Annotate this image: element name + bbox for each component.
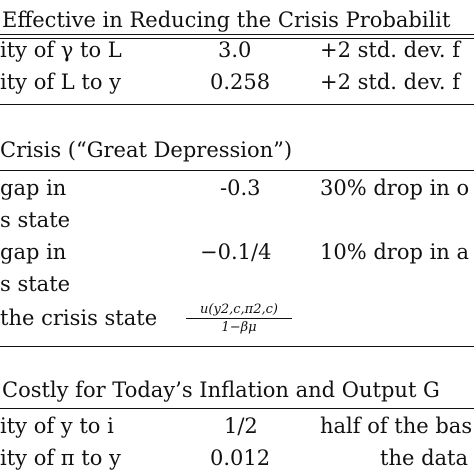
section-title-1: Effective in Reducing the Crisis Probabi… [2, 8, 451, 32]
row-6-param: ity of y to i [0, 414, 114, 438]
rule-1b [0, 38, 474, 39]
row-1-value: 3.0 [218, 38, 252, 62]
row-2-note: +2 std. dev. f [320, 70, 461, 94]
row-4-value: −0.1/4 [200, 240, 272, 264]
rule-2 [0, 104, 474, 105]
row-4-param: gap in [0, 240, 67, 264]
rule-3 [0, 170, 474, 171]
fraction-bar [186, 318, 292, 319]
section-title-2: Crisis (“Great Depression”) [0, 138, 293, 162]
row-6-value: 1/2 [224, 414, 258, 438]
row-7-value: 0.012 [210, 446, 271, 470]
row-3-note: 30% drop in o [320, 176, 470, 200]
row-5-param: the crisis state [0, 306, 158, 330]
row-3-param: gap in [0, 176, 67, 200]
rule-1a [0, 34, 474, 35]
row-1-note: +2 std. dev. f [320, 38, 461, 62]
fraction-denominator: 1−βμ [221, 320, 257, 335]
row-2-param: ity of L to y [0, 70, 122, 94]
row-5-value-fraction: u(y2,c,π2,c) 1−βμ [186, 302, 292, 335]
row-7-note: the data [380, 446, 468, 470]
rule-4 [0, 346, 474, 347]
row-1-param: ity of γ to L [0, 38, 122, 62]
row-4-note: 10% drop in a [320, 240, 470, 264]
fraction-numerator: u(y2,c,π2,c) [200, 302, 278, 317]
row-3-value: -0.3 [220, 176, 261, 200]
row-7-param: ity of π to y [0, 446, 121, 470]
section-title-3: Costly for Today’s Inflation and Output … [2, 378, 440, 402]
row-6-note: half of the bas [320, 414, 473, 438]
row-2-value: 0.258 [210, 70, 271, 94]
rule-5 [0, 408, 474, 409]
row-3-param2: s state [0, 208, 71, 232]
row-4-param2: s state [0, 272, 71, 296]
